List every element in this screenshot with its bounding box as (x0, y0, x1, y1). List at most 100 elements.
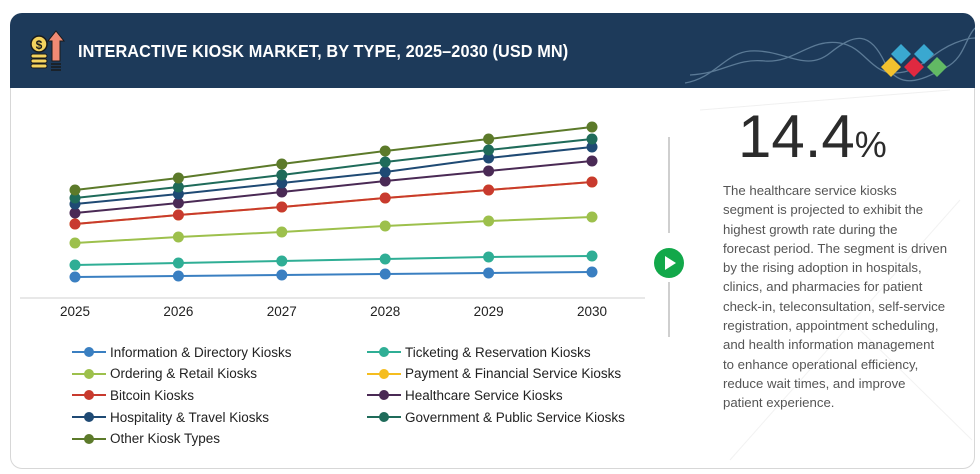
series-government-public-service-kiosks (69, 133, 598, 204)
data-point[interactable] (379, 220, 391, 232)
series-line (74, 181, 593, 225)
legend-swatch (72, 385, 106, 405)
legend-item[interactable]: Bitcoin Kiosks (72, 385, 194, 405)
data-point[interactable] (586, 266, 598, 278)
vertical-divider (668, 137, 670, 233)
legend-swatch (367, 407, 401, 427)
growth-rate: 14.4% (738, 102, 887, 180)
series-line (74, 271, 593, 278)
data-point[interactable] (172, 257, 184, 269)
legend-label: Ordering & Retail Kiosks (110, 366, 258, 382)
data-point[interactable] (586, 133, 598, 145)
svg-text:$: $ (36, 38, 43, 52)
data-point[interactable] (276, 201, 288, 213)
data-point[interactable] (172, 181, 184, 193)
data-point[interactable] (69, 184, 81, 196)
data-point[interactable] (276, 226, 288, 238)
data-point[interactable] (69, 259, 81, 271)
legend-item[interactable]: Hospitality & Travel Kiosks (72, 407, 269, 427)
legend-item[interactable]: Other Kiosk Types (72, 429, 220, 449)
data-point[interactable] (172, 172, 184, 184)
series-other-kiosk-types (69, 121, 598, 196)
data-point[interactable] (379, 192, 391, 204)
data-point[interactable] (276, 177, 288, 189)
x-tick-label: 2029 (474, 304, 504, 319)
coins-arrow-up-icon: $ (30, 30, 66, 71)
legend-label: Government & Public Service Kiosks (405, 409, 625, 425)
series-line (74, 146, 593, 205)
legend-item[interactable]: Government & Public Service Kiosks (367, 407, 625, 427)
data-point[interactable] (483, 251, 495, 263)
series-healthcare-service-kiosks (69, 155, 598, 219)
background-decoration (699, 89, 973, 461)
diamond-tiles-logo (684, 27, 975, 84)
series-ticketing-reservation-kiosks (69, 250, 598, 271)
legend-label: Information & Directory Kiosks (110, 344, 292, 360)
legend-swatch (72, 407, 106, 427)
vertical-divider-lower (668, 282, 670, 337)
data-point[interactable] (276, 269, 288, 281)
data-point[interactable] (586, 155, 598, 167)
data-point[interactable] (69, 218, 81, 230)
data-point[interactable] (586, 176, 598, 188)
x-tick-label: 2025 (60, 304, 90, 319)
legend-label: Payment & Financial Service Kiosks (405, 366, 622, 382)
data-point[interactable] (69, 207, 81, 219)
data-point[interactable] (172, 231, 184, 243)
legend-item[interactable]: Payment & Financial Service Kiosks (367, 364, 621, 384)
legend-swatch (72, 342, 106, 362)
legend-label: Other Kiosk Types (110, 431, 221, 447)
data-point[interactable] (69, 237, 81, 249)
legend-item[interactable]: Healthcare Service Kiosks (367, 385, 563, 405)
legend-swatch (367, 385, 401, 405)
growth-rate-value: 14.4 (738, 103, 855, 170)
data-point[interactable] (276, 186, 288, 198)
legend-label: Healthcare Service Kiosks (405, 387, 563, 403)
play-icon[interactable] (654, 248, 684, 278)
legend-label: Hospitality & Travel Kiosks (110, 409, 270, 425)
data-point[interactable] (379, 166, 391, 178)
data-point[interactable] (586, 121, 598, 133)
data-point[interactable] (172, 270, 184, 282)
legend-item[interactable]: Ticketing & Reservation Kiosks (367, 342, 591, 362)
data-point[interactable] (379, 175, 391, 187)
x-tick-label: 2030 (577, 304, 607, 319)
series-line (74, 160, 593, 214)
data-point[interactable] (172, 209, 184, 221)
data-point[interactable] (483, 133, 495, 145)
data-point[interactable] (379, 156, 391, 168)
data-point[interactable] (483, 184, 495, 196)
header-banner: $ INTERACTIVE KIOSK MARKET, BY TYPE, 202… (10, 13, 975, 88)
legend-label: Bitcoin Kiosks (110, 387, 195, 403)
data-point[interactable] (483, 144, 495, 156)
series-ordering-retail-kiosks (69, 211, 598, 249)
series-information-directory-kiosks (69, 266, 598, 283)
data-point[interactable] (172, 197, 184, 209)
chart-title: INTERACTIVE KIOSK MARKET, BY TYPE, 2025–… (78, 41, 569, 61)
legend-swatch (72, 429, 106, 449)
legend-item[interactable]: Information & Directory Kiosks (72, 342, 292, 362)
legend-swatch (72, 364, 106, 384)
data-point[interactable] (69, 192, 81, 204)
data-point[interactable] (276, 255, 288, 267)
data-point[interactable] (379, 268, 391, 280)
highlight-description: The healthcare service kiosks segment is… (723, 183, 948, 411)
data-point[interactable] (69, 271, 81, 283)
data-point[interactable] (586, 141, 598, 153)
series-line (74, 126, 593, 191)
series-line (74, 216, 593, 244)
legend-swatch (367, 364, 401, 384)
data-point[interactable] (483, 152, 495, 164)
data-point[interactable] (276, 158, 288, 170)
data-point[interactable] (483, 267, 495, 279)
data-point[interactable] (586, 211, 598, 223)
legend-swatch (367, 342, 401, 362)
data-point[interactable] (483, 165, 495, 177)
data-point[interactable] (276, 169, 288, 181)
data-point[interactable] (379, 145, 391, 157)
data-point[interactable] (483, 215, 495, 227)
series-hospitality-travel-kiosks (69, 141, 598, 210)
data-point[interactable] (586, 250, 598, 262)
legend-item[interactable]: Ordering & Retail Kiosks (72, 364, 257, 384)
data-point[interactable] (379, 253, 391, 265)
